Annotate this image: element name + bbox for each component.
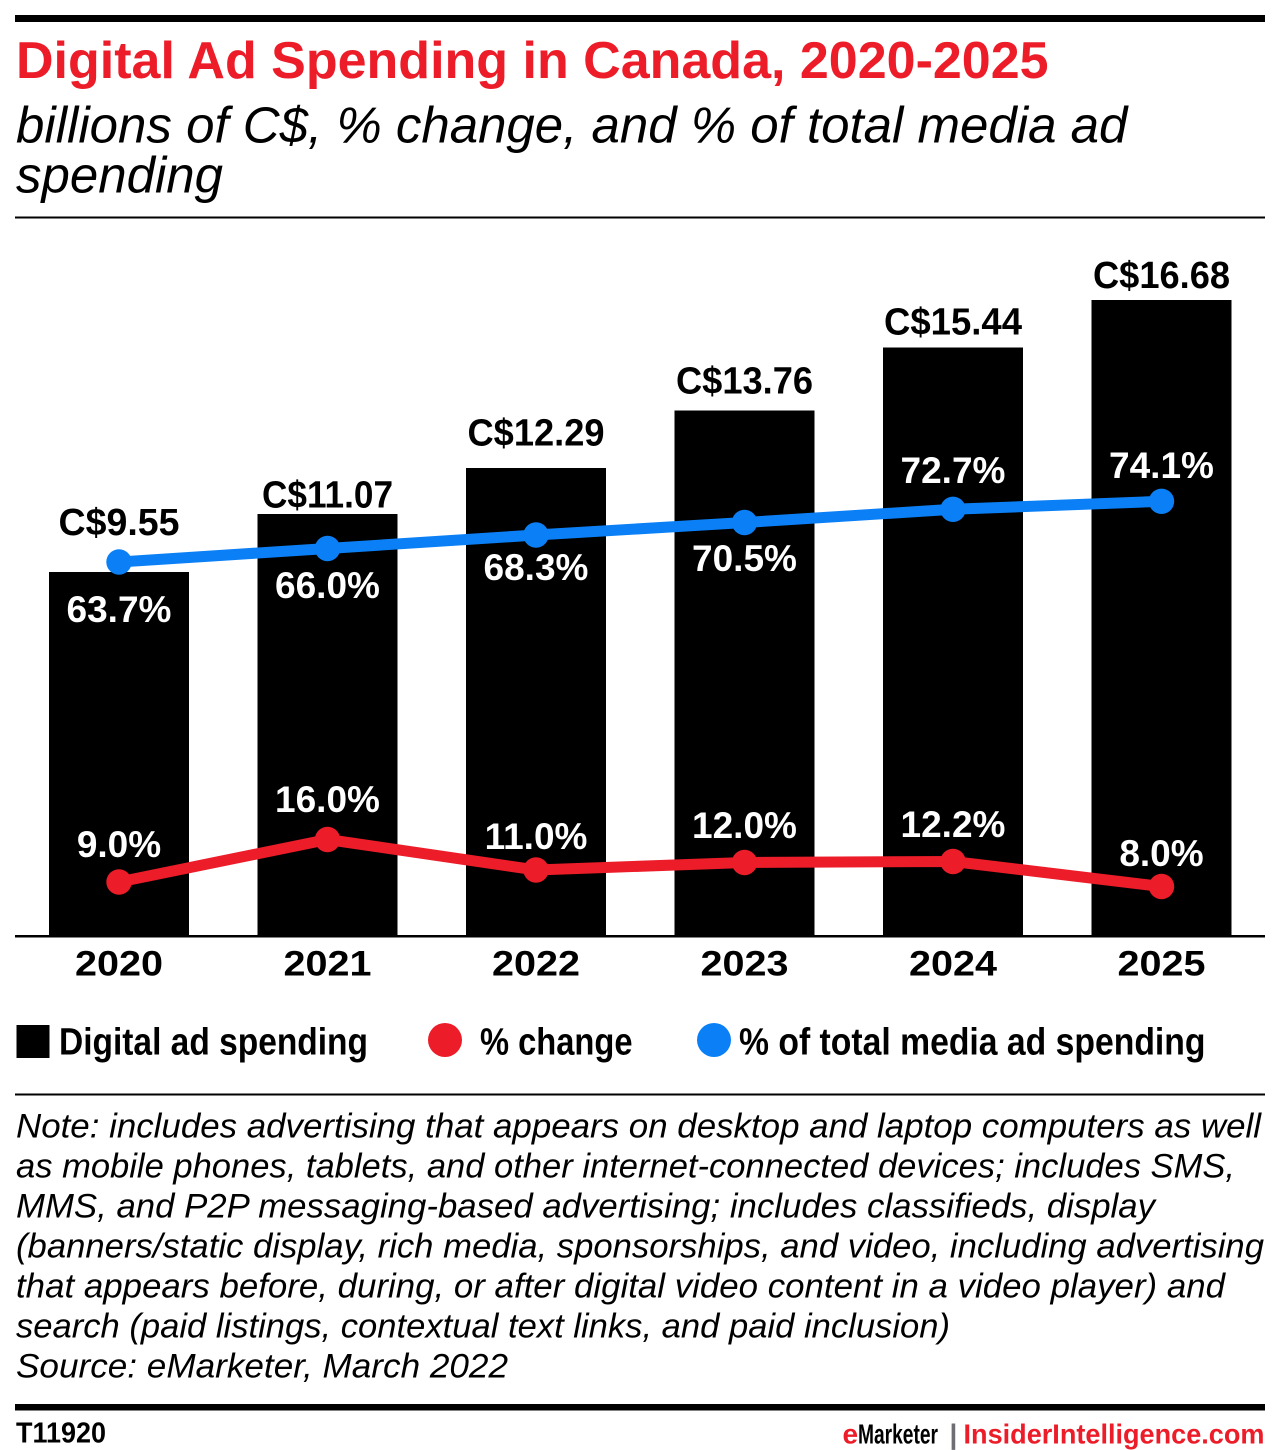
svg-text:MMS, and P2P messaging-based a: MMS, and P2P messaging-based advertising… — [16, 1188, 1157, 1226]
svg-text:that appears before, during, o: that appears before, during, or after di… — [16, 1268, 1226, 1306]
svg-text:search (paid listings, context: search (paid listings, contextual text l… — [16, 1308, 950, 1346]
svg-text:billions of C$, % change, and: billions of C$, % change, and % of total… — [16, 97, 1129, 154]
svg-text:Note: includes advertising tha: Note: includes advertising that appears … — [16, 1108, 1262, 1146]
svg-text:70.5%: 70.5% — [692, 538, 797, 579]
svg-text:2020: 2020 — [75, 945, 163, 984]
svg-text:InsiderIntelligence.com: InsiderIntelligence.com — [964, 1419, 1265, 1450]
svg-text:16.0%: 16.0% — [275, 779, 380, 820]
svg-text:12.2%: 12.2% — [901, 804, 1006, 845]
svg-text:(banners/static display, rich: (banners/static display, rich media, spo… — [16, 1228, 1264, 1266]
svg-text:T11920: T11920 — [16, 1418, 106, 1450]
svg-text:Digital Ad Spending in Canada,: Digital Ad Spending in Canada, 2020-2025 — [16, 32, 1049, 90]
svg-text:e: e — [843, 1419, 859, 1450]
svg-text:C$13.76: C$13.76 — [676, 361, 813, 403]
svg-text:2024: 2024 — [909, 945, 998, 984]
svg-text:2022: 2022 — [492, 945, 580, 984]
svg-text:2025: 2025 — [1118, 945, 1206, 984]
svg-text:11.0%: 11.0% — [485, 816, 588, 857]
svg-text:C$15.44: C$15.44 — [884, 302, 1022, 344]
svg-text:C$11.07: C$11.07 — [262, 475, 393, 517]
svg-text:72.7%: 72.7% — [901, 450, 1006, 491]
svg-text:Marketer: Marketer — [858, 1419, 938, 1450]
svg-text:63.7%: 63.7% — [67, 589, 172, 630]
svg-text:9.0%: 9.0% — [77, 824, 161, 865]
svg-text:% of total media ad spending: % of total media ad spending — [739, 1022, 1206, 1064]
svg-text:Source: eMarketer, March 2022: Source: eMarketer, March 2022 — [16, 1348, 508, 1386]
svg-text:spending: spending — [16, 147, 223, 204]
svg-text:C$12.29: C$12.29 — [468, 413, 605, 455]
svg-text:2023: 2023 — [701, 945, 789, 984]
svg-text:C$16.68: C$16.68 — [1093, 255, 1230, 297]
svg-text:|: | — [950, 1419, 958, 1450]
svg-text:as mobile phones, tablets, and: as mobile phones, tablets, and other int… — [16, 1148, 1235, 1186]
svg-text:8.0%: 8.0% — [1119, 833, 1203, 874]
svg-text:2021: 2021 — [284, 945, 372, 984]
svg-text:68.3%: 68.3% — [484, 547, 589, 588]
svg-text:% change: % change — [480, 1022, 633, 1064]
svg-text:66.0%: 66.0% — [275, 565, 380, 606]
svg-text:74.1%: 74.1% — [1109, 445, 1214, 486]
svg-text:Digital ad spending: Digital ad spending — [59, 1022, 368, 1064]
svg-text:C$9.55: C$9.55 — [59, 502, 180, 544]
svg-text:12.0%: 12.0% — [692, 805, 797, 846]
